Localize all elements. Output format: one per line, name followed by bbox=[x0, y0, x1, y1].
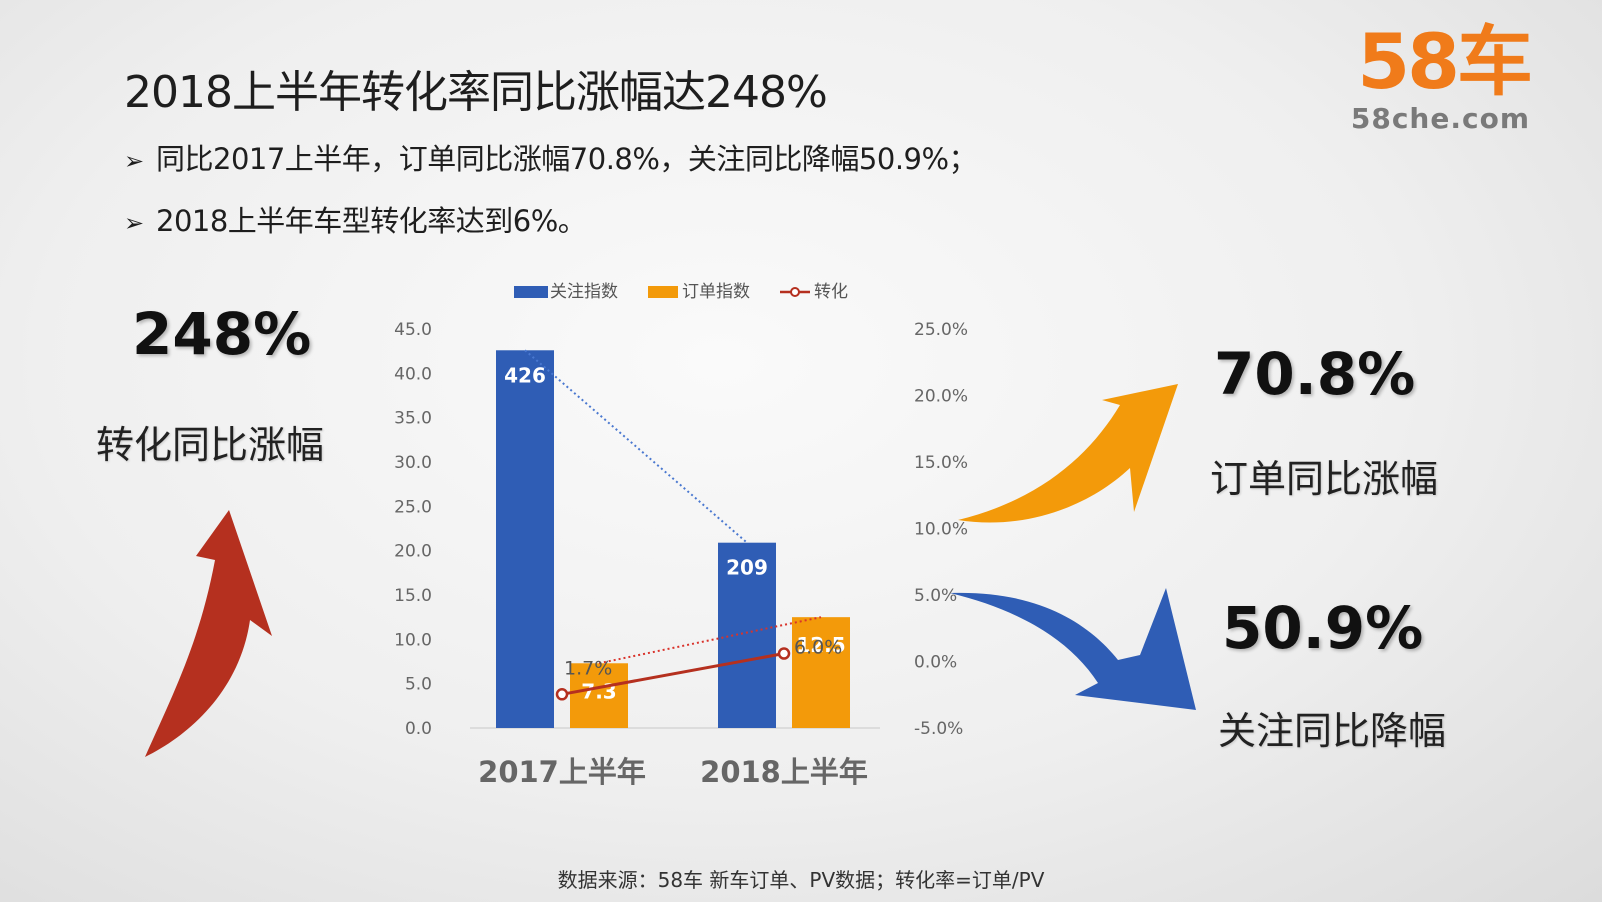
y-right-tick-label: 20.0% bbox=[914, 387, 968, 407]
chart-legend: 关注指数 订单指数 转化 bbox=[514, 282, 848, 302]
conversion-growth-value: 248% bbox=[132, 300, 312, 368]
attention-decline-label: 关注同比降幅 bbox=[1218, 709, 1447, 753]
conversion-value-label: 6.0% bbox=[794, 637, 842, 659]
y-right-tick-label: -5.0% bbox=[914, 719, 963, 739]
legend-swatch-attention bbox=[514, 286, 548, 298]
bullet-list: ➢ 同比2017上半年，订单同比涨幅70.8%，关注同比降幅50.9%； ➢ 201… bbox=[124, 136, 978, 260]
bar-value-label: 12.5 bbox=[796, 633, 845, 657]
brand-logo: 58车 bbox=[1357, 17, 1533, 106]
bullet-item: ➢ 同比2017上半年，订单同比涨幅70.8%，关注同比降幅50.9%； bbox=[124, 136, 978, 198]
conversion-value-label: 1.7% bbox=[564, 657, 612, 679]
bullet-text: 同比2017上半年，订单同比涨幅70.8%，关注同比降幅50.9%； bbox=[156, 142, 978, 176]
y-right-tick-label: 0.0% bbox=[914, 653, 957, 673]
x-category-label: 2018上半年 bbox=[700, 755, 868, 789]
attention-decline-value: 50.9% bbox=[1222, 594, 1424, 662]
trendline-attention bbox=[524, 349, 748, 544]
conversion-line bbox=[561, 652, 785, 696]
y-left-tick-label: 25.0 bbox=[394, 497, 432, 517]
y-left-tick-label: 30.0 bbox=[394, 453, 432, 473]
y-left-tick-label: 10.0 bbox=[394, 630, 432, 650]
y-right-tick-label: 10.0% bbox=[914, 520, 968, 540]
brand-url: 58che.com bbox=[1350, 102, 1530, 135]
x-category-label: 2017上半年 bbox=[478, 755, 646, 789]
y-left-tick-label: 15.0 bbox=[394, 586, 432, 606]
y-right-tick-label: 15.0% bbox=[914, 453, 968, 473]
slide-title: 2018上半年转化率同比涨幅达248% bbox=[124, 67, 828, 118]
down-right-arrow-icon bbox=[950, 588, 1196, 710]
bar-attention bbox=[496, 350, 554, 728]
up-arrow-icon bbox=[145, 510, 272, 757]
y-left-tick-label: 45.0 bbox=[394, 320, 432, 340]
y-left-tick-label: 5.0 bbox=[405, 675, 432, 695]
y-right-tick-label: 5.0% bbox=[914, 586, 957, 606]
legend-label-conversion: 转化 bbox=[814, 282, 848, 302]
up-right-arrow-icon bbox=[958, 384, 1178, 523]
bullet-arrow-icon: ➢ bbox=[124, 147, 144, 175]
y-left-tick-label: 0.0 bbox=[405, 719, 432, 739]
bar-value-label: 209 bbox=[726, 556, 768, 580]
y-left-tick-label: 35.0 bbox=[394, 409, 432, 429]
legend-label-orders: 订单指数 bbox=[682, 282, 750, 302]
bar-attention bbox=[718, 542, 776, 728]
conversion-growth-label: 转化同比涨幅 bbox=[96, 423, 325, 467]
data-source-note: 数据来源：58车 新车订单、PV数据；转化率=订单/PV bbox=[557, 868, 1045, 892]
conversion-point bbox=[555, 688, 569, 701]
bar-value-label: 426 bbox=[504, 363, 546, 387]
y-right-tick-label: 25.0% bbox=[914, 320, 968, 340]
bar-value-label: 7.3 bbox=[581, 679, 616, 703]
y-left-tick-label: 20.0 bbox=[394, 542, 432, 562]
bar-orders bbox=[570, 663, 628, 728]
order-growth-label: 订单同比涨幅 bbox=[1210, 457, 1439, 501]
bullet-arrow-icon: ➢ bbox=[124, 209, 144, 237]
order-growth-value: 70.8% bbox=[1214, 340, 1416, 408]
bullet-text: 2018上半年车型转化率达到6%。 bbox=[156, 204, 587, 238]
conversion-point bbox=[777, 647, 791, 660]
legend-label-attention: 关注指数 bbox=[550, 282, 618, 302]
bar-orders bbox=[792, 617, 850, 728]
y-left-tick-label: 40.0 bbox=[394, 364, 432, 384]
legend-marker-conversion bbox=[790, 287, 800, 297]
legend-swatch-orders bbox=[648, 286, 678, 298]
bullet-item: ➢ 2018上半年车型转化率达到6%。 bbox=[124, 198, 977, 260]
